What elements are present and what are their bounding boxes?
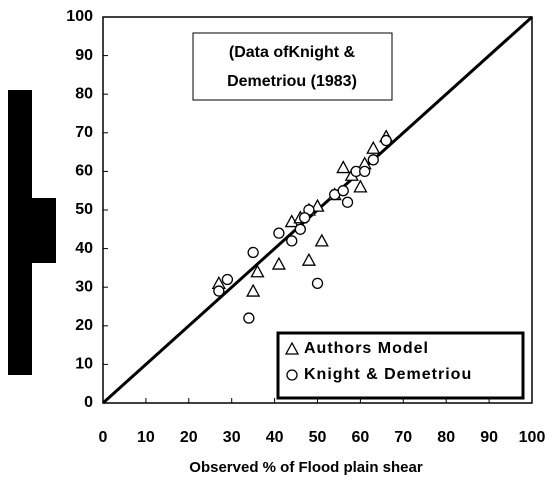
- y-tick-label: 90: [75, 47, 93, 64]
- redaction-bar: [32, 198, 56, 263]
- x-tick-label: 80: [437, 429, 455, 446]
- circle-marker: [311, 277, 324, 289]
- circle-marker: [341, 196, 354, 208]
- circle-marker: [294, 223, 306, 235]
- circle-marker: [213, 285, 225, 297]
- x-tick-label: 100: [519, 429, 546, 446]
- circle-marker: [298, 212, 311, 224]
- y-tick-label: 20: [75, 317, 93, 334]
- x-tick-label: 0: [99, 429, 108, 446]
- y-tick-label: 100: [66, 8, 93, 25]
- triangle-marker: [301, 252, 317, 266]
- triangle-marker: [271, 256, 286, 270]
- y-tick-label: 0: [84, 394, 93, 411]
- y-tick-label: 60: [75, 163, 93, 180]
- x-tick-label: 30: [223, 429, 241, 446]
- x-tick-label: 20: [180, 429, 198, 446]
- circle-marker: [380, 134, 392, 147]
- circle-marker: [273, 227, 285, 239]
- legend-marker: [286, 369, 298, 381]
- annotation: Demetriou (1983): [227, 73, 357, 90]
- annotation: (Data ofKnight &: [229, 44, 356, 61]
- x-tick-label: 90: [480, 429, 498, 446]
- legend-label: Knight & Demetriou: [304, 366, 472, 383]
- y-tick-label: 40: [75, 240, 93, 257]
- circle-marker: [247, 246, 259, 259]
- triangle-marker: [314, 233, 329, 247]
- triangle-marker: [353, 179, 368, 193]
- circle-marker: [221, 273, 234, 286]
- x-axis-label: Observed % of Flood plain shear: [189, 459, 423, 476]
- x-tick-label: 60: [352, 429, 370, 446]
- legend-box: [276, 331, 525, 400]
- x-tick-label: 10: [137, 429, 155, 446]
- redaction-bar: [8, 90, 32, 375]
- circle-marker: [359, 165, 371, 178]
- x-tick-label: 40: [266, 429, 284, 446]
- triangle-marker: [336, 160, 351, 174]
- y-tick-label: 50: [75, 201, 93, 218]
- circle-marker: [367, 154, 379, 166]
- triangle-marker: [250, 264, 265, 278]
- y-tick-label: 30: [75, 278, 93, 295]
- triangle-marker: [366, 140, 381, 154]
- circle-marker: [337, 185, 349, 197]
- y-tick-label: 80: [75, 85, 93, 102]
- x-tick-label: 70: [394, 429, 412, 446]
- y-tick-label: 10: [75, 356, 93, 373]
- annotation-box: [192, 32, 393, 101]
- legend-label: Authors Model: [304, 340, 429, 357]
- circle-marker: [286, 235, 298, 247]
- circle-marker: [243, 312, 255, 324]
- x-tick-label: 50: [309, 429, 327, 446]
- legend-marker: [284, 341, 300, 355]
- triangle-marker: [246, 283, 261, 297]
- y-tick-label: 70: [75, 124, 93, 141]
- triangle-marker: [310, 198, 325, 212]
